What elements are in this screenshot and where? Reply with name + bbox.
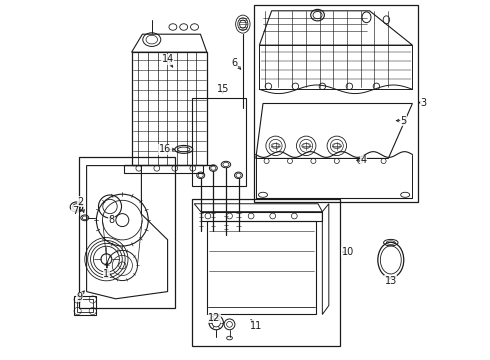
Bar <box>192 199 340 346</box>
Text: 13: 13 <box>385 276 397 286</box>
Text: 5: 5 <box>400 116 407 126</box>
Text: 10: 10 <box>342 247 354 257</box>
Bar <box>74 296 97 315</box>
Text: 9: 9 <box>76 292 82 302</box>
Bar <box>132 52 207 165</box>
Text: 1: 1 <box>103 269 109 279</box>
Text: 6: 6 <box>232 58 238 68</box>
Text: 4: 4 <box>361 155 367 165</box>
Text: 7: 7 <box>72 206 78 216</box>
Text: 2: 2 <box>78 197 84 207</box>
Bar <box>207 221 316 315</box>
Bar <box>201 212 322 221</box>
Text: 11: 11 <box>250 321 262 331</box>
Bar <box>254 5 418 202</box>
Text: 14: 14 <box>162 54 174 64</box>
Text: 8: 8 <box>108 215 114 225</box>
Bar <box>192 98 246 186</box>
Text: 3: 3 <box>420 98 426 108</box>
Bar <box>79 157 175 308</box>
Text: 15: 15 <box>217 84 229 94</box>
Text: 16: 16 <box>159 144 171 154</box>
Text: 12: 12 <box>208 312 220 323</box>
Bar <box>124 165 203 172</box>
Bar <box>77 299 94 312</box>
